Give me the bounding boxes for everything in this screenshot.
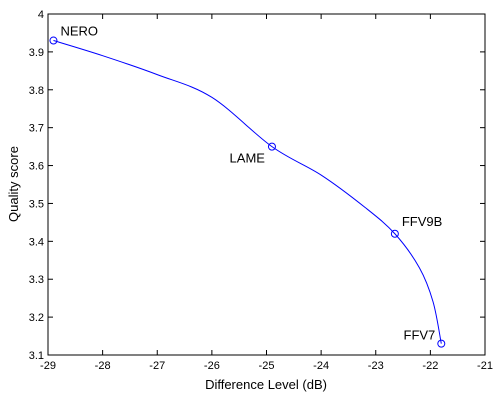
fitted-curve: [53, 40, 442, 344]
y-tick-label: 3.8: [29, 85, 44, 97]
data-point-marker: [437, 339, 446, 348]
y-axis-ticks: 3.1 3.2 3.3 3.4 3.5 3.6 3.7 3.8 3.9 4: [29, 9, 485, 362]
x-tick-label: -29: [40, 360, 56, 372]
x-tick-label: -25: [259, 360, 275, 372]
y-tick-label: 3.2: [29, 312, 44, 324]
y-tick-label: 3.9: [29, 47, 44, 59]
data-point-marker: [49, 36, 58, 45]
x-tick-label: -24: [313, 360, 329, 372]
y-tick-label: 3.7: [29, 123, 44, 135]
y-tick-label: 3.4: [29, 236, 44, 248]
data-point-label: NERO: [60, 24, 98, 39]
x-tick-label: -23: [368, 360, 384, 372]
x-tick-label: -22: [422, 360, 438, 372]
data-point-marker: [390, 229, 399, 238]
data-points: NERO LAME FFV9B FFV7: [49, 24, 446, 348]
data-point-label: LAME: [230, 151, 266, 166]
x-axis-ticks: -29 -28 -27 -26 -25 -24 -23 -22 -21: [40, 14, 493, 372]
x-tick-label: -21: [477, 360, 493, 372]
y-axis-label: Quality score: [6, 146, 21, 222]
y-tick-label: 3.6: [29, 161, 44, 173]
y-tick-label: 3.1: [29, 350, 44, 362]
y-tick-label: 4: [38, 9, 44, 21]
data-point-marker: [267, 142, 276, 151]
y-tick-label: 3.3: [29, 274, 44, 286]
plot-area: [47, 13, 486, 356]
x-axis-label: Difference Level (dB): [205, 377, 327, 392]
y-tick-label: 3.5: [29, 198, 44, 210]
data-point-label: FFV9B: [402, 214, 442, 229]
data-point-label: FFV7: [404, 328, 436, 343]
x-tick-label: -27: [149, 360, 165, 372]
x-tick-label: -28: [95, 360, 111, 372]
x-tick-label: -26: [204, 360, 220, 372]
